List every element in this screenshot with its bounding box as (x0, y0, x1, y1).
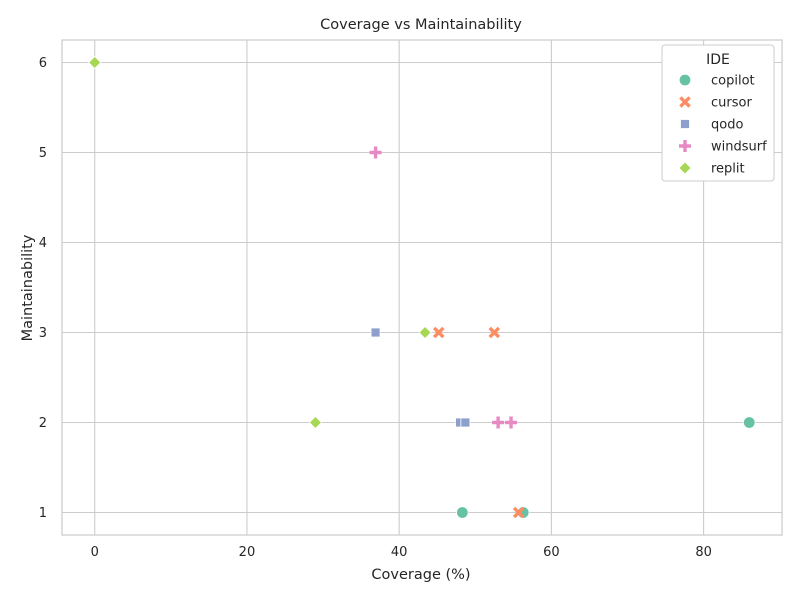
series-cursor (432, 326, 525, 519)
x-axis-label: Coverage (%) (371, 567, 470, 583)
series-windsurf (369, 146, 518, 429)
data-point-replit (418, 325, 432, 340)
legend-item-cursor: cursor (679, 96, 752, 111)
data-point-cursor (488, 326, 501, 339)
legend-label-copilot: copilot (711, 74, 755, 89)
legend-items: copilot cursor qodo windsurf replit (678, 73, 767, 177)
legend: IDE copilot cursor qodo windsurf replit (661, 44, 775, 182)
data-point-copilot (743, 416, 756, 429)
y-tick-label: 6 (39, 56, 47, 71)
data-point-qodo (460, 417, 471, 428)
x-tick-label: 0 (91, 545, 99, 560)
y-tick-label: 5 (39, 146, 47, 161)
x-tick-label: 20 (239, 545, 256, 560)
data-point-windsurf (492, 416, 505, 429)
series-replit (88, 55, 432, 430)
legend-item-replit: replit (678, 161, 745, 177)
legend-label-cursor: cursor (711, 96, 752, 111)
x-tick-label: 80 (695, 545, 712, 560)
data-point-copilot (456, 506, 469, 519)
data-point-replit (308, 415, 323, 430)
chart-title: Coverage vs Maintainability (320, 17, 522, 33)
legend-label-replit: replit (711, 162, 745, 177)
data-point-replit (88, 55, 102, 70)
legend-marker-copilot (678, 73, 692, 87)
legend-label-windsurf: windsurf (711, 140, 767, 155)
plot-frame (61, 39, 783, 536)
y-tick-label: 2 (39, 416, 47, 431)
y-tick-labels: 1 2 3 4 5 6 (39, 56, 47, 521)
x-tick-label: 40 (391, 545, 408, 560)
legend-marker-cursor (679, 96, 691, 108)
series-qodo (370, 327, 471, 428)
legend-marker-qodo (680, 119, 690, 129)
data-points (88, 55, 756, 519)
data-point-windsurf (505, 416, 518, 429)
legend-item-copilot: copilot (678, 73, 755, 89)
data-point-windsurf (369, 146, 382, 159)
y-axis-label: Maintainability (20, 234, 36, 341)
legend-item-qodo: qodo (680, 118, 743, 133)
legend-marker-windsurf (679, 140, 691, 152)
data-point-qodo (370, 327, 381, 338)
legend-label-qodo: qodo (711, 118, 743, 133)
data-point-cursor (512, 506, 525, 519)
x-tick-labels: 0 20 40 60 80 (91, 545, 712, 560)
y-tick-label: 4 (39, 236, 47, 251)
x-tick-label: 60 (543, 545, 560, 560)
legend-marker-replit (678, 161, 692, 175)
legend-item-windsurf: windsurf (679, 140, 767, 155)
legend-title: IDE (706, 52, 730, 68)
y-tick-label: 3 (39, 326, 47, 341)
data-point-cursor (432, 326, 445, 339)
y-tick-label: 1 (39, 506, 47, 521)
